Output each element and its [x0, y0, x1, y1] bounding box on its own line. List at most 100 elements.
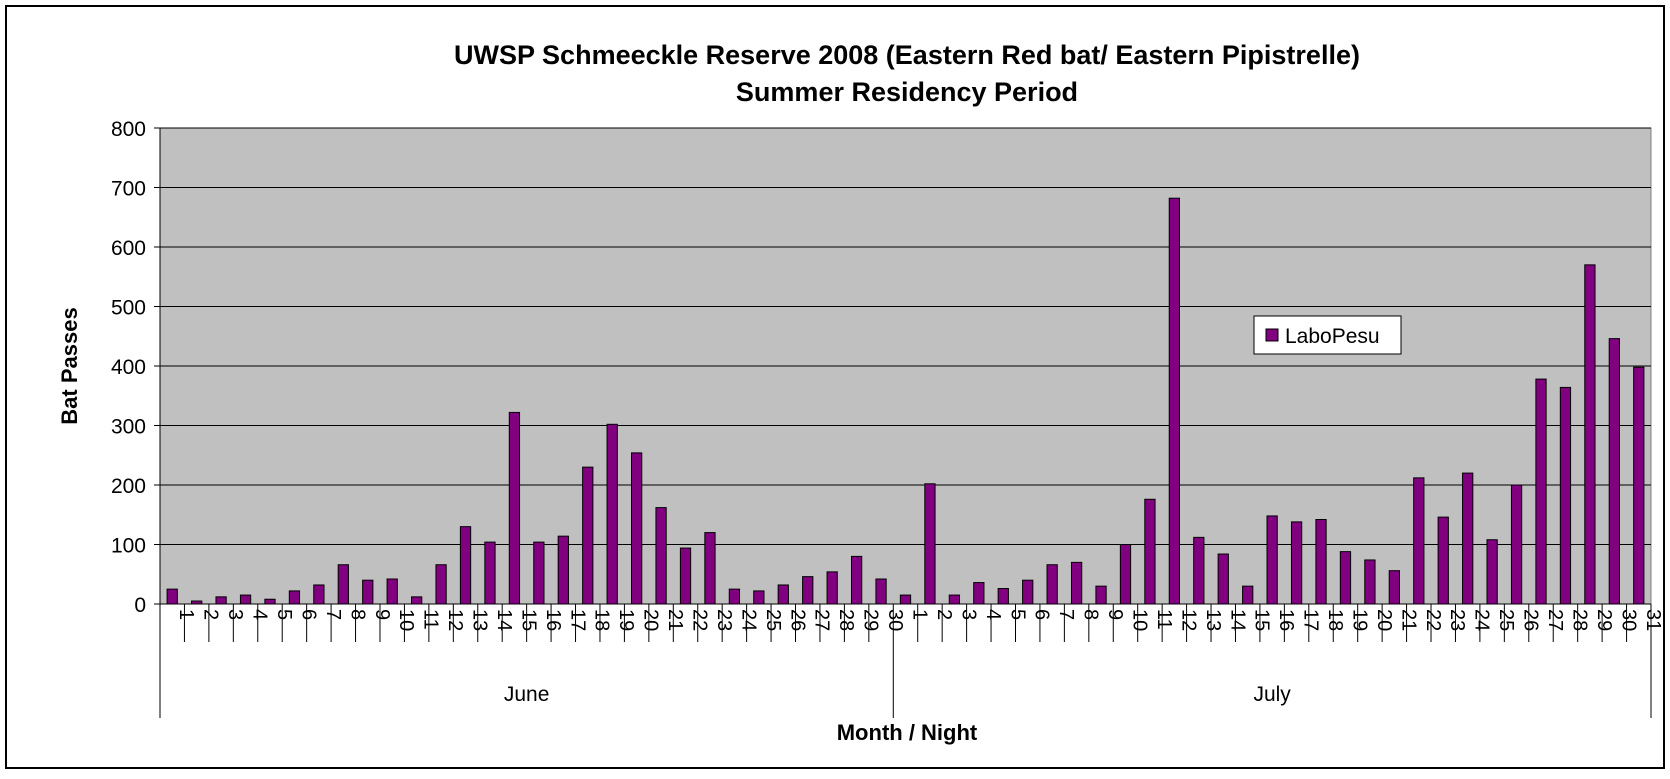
bar — [1633, 366, 1645, 605]
x-tick-label: 20 — [1373, 609, 1395, 631]
bar — [264, 598, 276, 605]
bar — [1462, 472, 1474, 605]
bar — [166, 588, 178, 605]
x-tick-label: 3 — [224, 609, 246, 620]
bar — [875, 578, 887, 605]
bar — [753, 590, 765, 605]
x-tick-label: 19 — [615, 609, 637, 631]
bar — [1608, 338, 1620, 605]
x-tick-label: 21 — [664, 609, 686, 631]
x-tick-label: 1 — [909, 609, 931, 620]
x-tick-label: 29 — [860, 609, 882, 631]
x-tick-label: 8 — [1080, 609, 1102, 620]
bar — [1486, 539, 1498, 605]
y-tick-label: 200 — [111, 475, 146, 498]
x-tick-label: 8 — [346, 609, 368, 620]
y-tick-label: 300 — [111, 416, 146, 439]
bar — [1193, 536, 1205, 605]
x-tick-label: 17 — [566, 609, 588, 631]
bar — [411, 596, 423, 605]
x-tick-label: 28 — [835, 609, 857, 631]
bar — [288, 590, 301, 605]
bar — [948, 594, 961, 605]
x-tick-label: 9 — [1104, 609, 1126, 620]
bar — [704, 532, 716, 605]
bar — [777, 584, 789, 605]
bar — [826, 571, 838, 605]
bar — [362, 579, 374, 605]
bar — [924, 483, 936, 605]
gridlines — [154, 127, 1651, 605]
bar — [1119, 544, 1132, 605]
legend-swatch — [1265, 328, 1279, 342]
x-tick-label: 25 — [762, 609, 784, 631]
x-tick-label: 18 — [1324, 609, 1346, 631]
bar — [337, 564, 349, 605]
x-tick-label: 19 — [1348, 609, 1370, 631]
bar — [630, 452, 643, 605]
x-tick-label: 6 — [1031, 609, 1053, 620]
x-tick-label: 25 — [1495, 609, 1517, 631]
bar — [1413, 477, 1425, 605]
bar — [1437, 516, 1449, 605]
bar — [1290, 521, 1303, 605]
bar — [1242, 585, 1254, 605]
y-tick-label: 800 — [111, 118, 146, 141]
x-tick-label: 2 — [200, 609, 222, 620]
chart-title: UWSP Schmeeckle Reserve 2008 (Eastern Re… — [454, 40, 1360, 70]
x-axis-label: Month / Night — [837, 720, 978, 745]
bar — [215, 596, 227, 605]
bar — [850, 555, 863, 605]
x-tick-label: 7 — [322, 609, 344, 620]
x-tick-label: 13 — [1202, 609, 1224, 631]
x-tick-label: 24 — [1471, 609, 1493, 631]
bar — [899, 594, 912, 605]
x-tick-label: 4 — [982, 609, 1004, 620]
bar — [582, 466, 594, 605]
bar — [1046, 564, 1058, 605]
x-tick-label: 10 — [395, 609, 417, 631]
bar — [606, 423, 618, 605]
y-tick-label: 0 — [134, 594, 146, 617]
x-tick-label: 20 — [640, 609, 662, 631]
x-tick-label: 10 — [1128, 609, 1150, 631]
x-tick-label: 17 — [1300, 609, 1322, 631]
bar — [997, 588, 1009, 605]
x-tick-label: 31 — [1642, 609, 1664, 631]
x-tick-label: 11 — [420, 609, 442, 630]
y-tick-label: 700 — [111, 178, 146, 201]
x-tick-label: 27 — [1544, 609, 1566, 631]
bar — [1168, 197, 1181, 605]
bar — [1559, 386, 1572, 605]
x-tick-label: 15 — [517, 609, 539, 631]
x-tick-label: 14 — [1226, 609, 1248, 631]
x-tick-label: 11 — [1153, 609, 1175, 630]
x-tick-label: 26 — [1520, 609, 1542, 631]
bar — [1388, 570, 1400, 605]
x-tick-label: 15 — [1251, 609, 1273, 631]
chart-subtitle: Summer Residency Period — [736, 77, 1078, 107]
bar — [1022, 579, 1034, 605]
y-tick-label: 100 — [111, 535, 146, 558]
x-tick-label: 16 — [542, 609, 564, 631]
bar — [1535, 378, 1547, 605]
bar — [1339, 551, 1352, 605]
bars — [166, 197, 1645, 605]
bar — [557, 535, 569, 605]
x-tick-label: 16 — [1275, 609, 1297, 631]
y-tick-label: 400 — [111, 356, 146, 379]
x-tick-label: 22 — [1422, 609, 1444, 631]
x-tick-label: 3 — [957, 609, 979, 620]
legend: LaboPesu — [1253, 315, 1402, 355]
bar — [1217, 553, 1229, 605]
bar — [313, 584, 325, 605]
x-tick-label: 1 — [175, 609, 197, 620]
bar — [1510, 484, 1523, 605]
x-tick-label: 12 — [1177, 609, 1199, 631]
x-tick-label: 21 — [1397, 609, 1419, 631]
bar — [679, 547, 692, 605]
x-tick-label: 12 — [444, 609, 466, 631]
x-tick-label: 5 — [273, 609, 295, 620]
x-tick-label: 7 — [1055, 609, 1077, 620]
